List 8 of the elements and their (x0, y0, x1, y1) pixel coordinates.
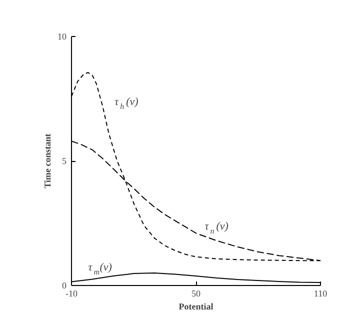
x-tick-label: 50 (192, 288, 201, 298)
y-tick-label: 0 (62, 280, 67, 290)
y-tick-label: 10 (58, 32, 67, 42)
x-tick-label: -10 (66, 288, 78, 298)
y-axis-title: Time constant (42, 134, 52, 188)
x-axis-title: Potential (178, 302, 214, 312)
y-tick-label: 5 (62, 156, 67, 166)
x-tick-label: 110 (314, 288, 328, 298)
